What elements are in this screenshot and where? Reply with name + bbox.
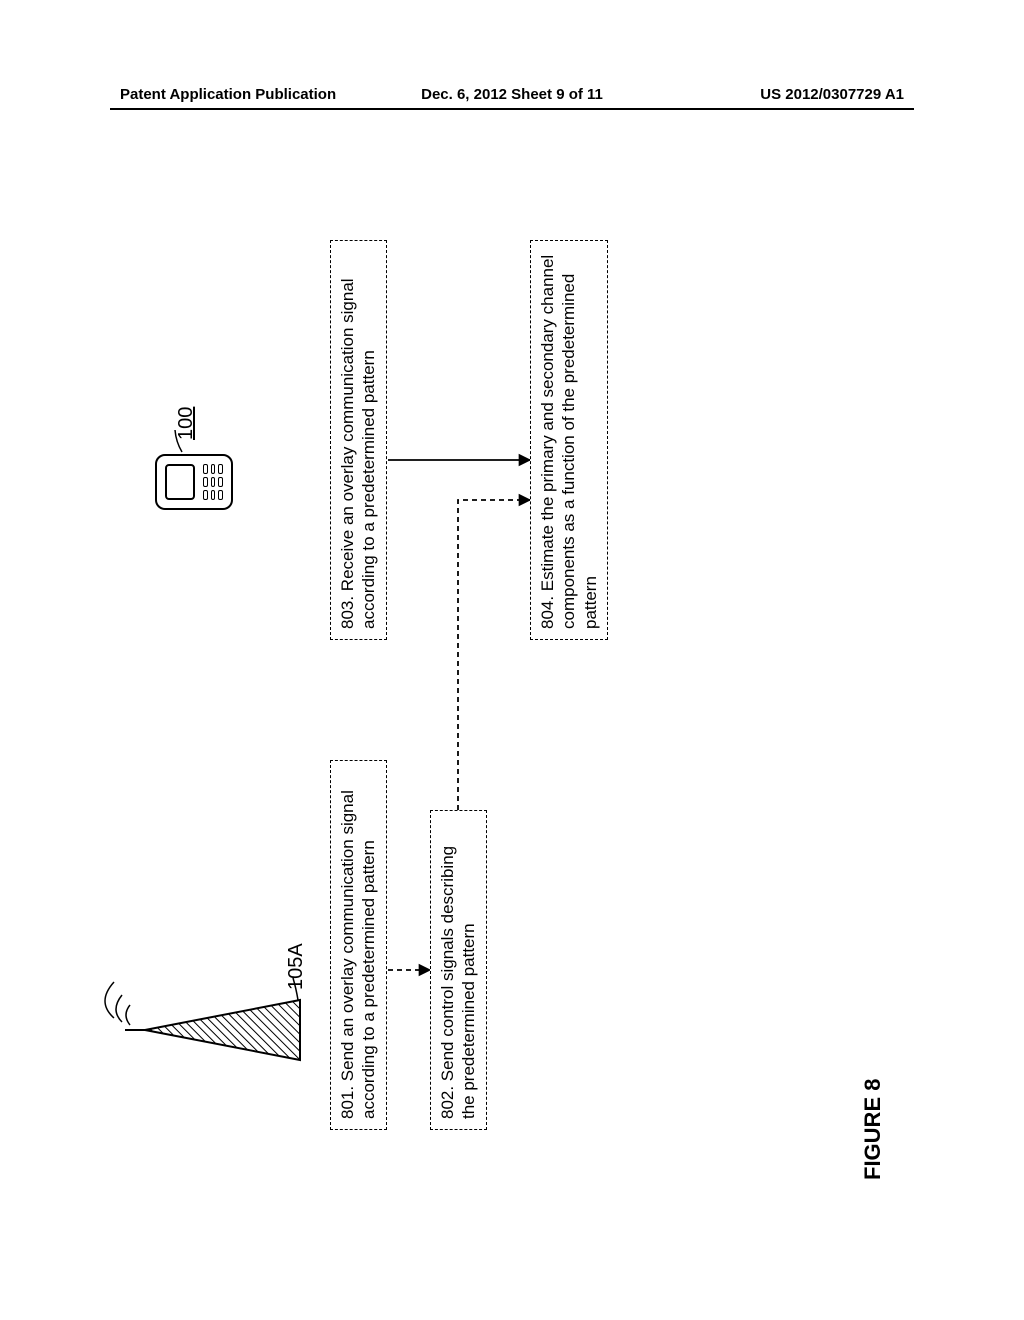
- tower-ref-label: 105A: [285, 943, 308, 990]
- page: Patent Application Publication Dec. 6, 2…: [0, 0, 1024, 1320]
- tower-icon: [105, 982, 300, 1060]
- phone-ref-label: 100: [175, 407, 198, 440]
- phone-icon: [155, 454, 233, 510]
- figure-canvas: 105A 100 801. Send an overlay communicat…: [100, 180, 920, 1200]
- box-802: 802. Send control signals describing the…: [430, 810, 487, 1130]
- header-center: Dec. 6, 2012 Sheet 9 of 11: [421, 86, 603, 103]
- figure-wrap: 105A 100 801. Send an overlay communicat…: [100, 180, 920, 1200]
- box-804: 804. Estimate the primary and secondary …: [530, 240, 608, 640]
- figure-svg: [100, 180, 920, 1200]
- header-rule: [110, 108, 914, 110]
- figure-label: FIGURE 8: [860, 1079, 886, 1180]
- arrow-b802-to-b804: [458, 500, 530, 810]
- header-right: US 2012/0307729 A1: [760, 86, 904, 103]
- header-left: Patent Application Publication: [120, 86, 336, 103]
- box-801: 801. Send an overlay communication signa…: [330, 760, 387, 1130]
- box-803: 803. Receive an overlay communication si…: [330, 240, 387, 640]
